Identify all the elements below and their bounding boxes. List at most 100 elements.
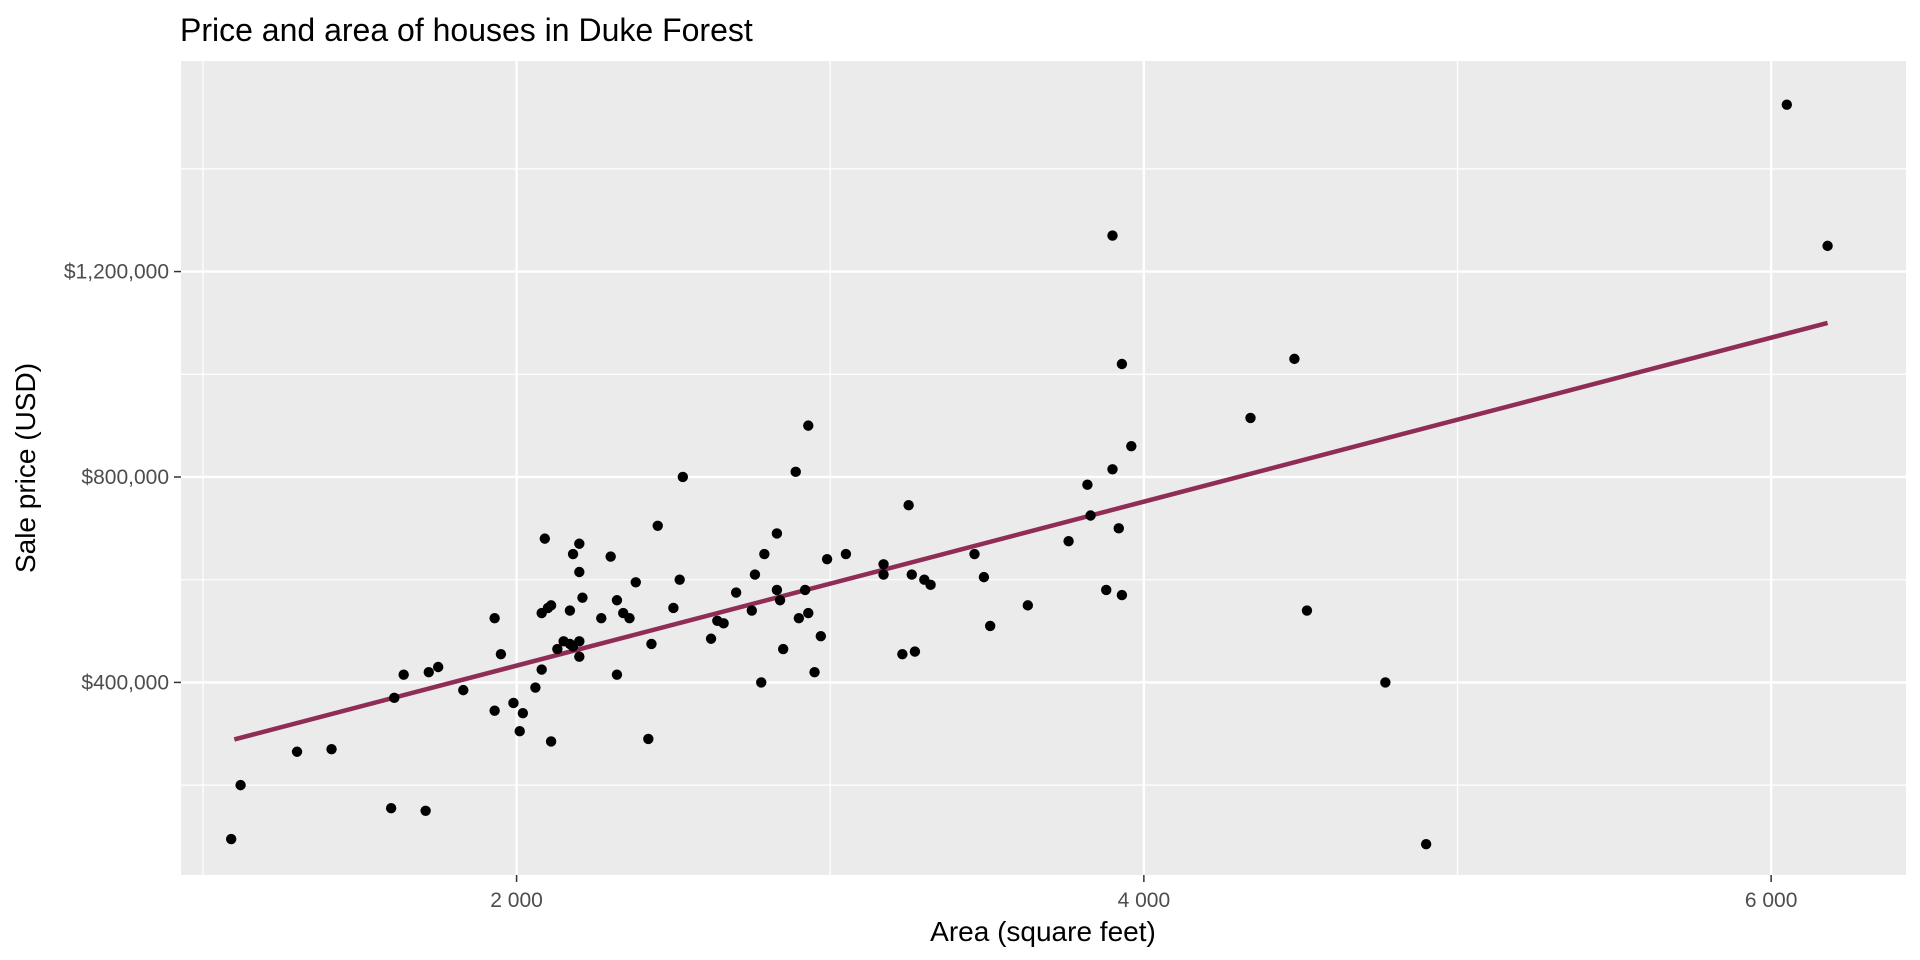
y-axis-title: Sale price (USD) — [10, 363, 41, 573]
data-point — [432, 661, 444, 673]
data-point — [718, 618, 729, 629]
data-point — [925, 579, 936, 591]
data-point — [596, 613, 607, 624]
data-point — [759, 548, 770, 560]
data-point — [385, 803, 397, 814]
data-point — [674, 574, 685, 585]
data-point — [624, 613, 635, 624]
data-point — [530, 682, 541, 693]
data-point — [803, 420, 814, 431]
data-point — [235, 779, 246, 791]
data-point — [489, 613, 500, 624]
data-point — [574, 566, 585, 578]
data-point — [774, 595, 786, 606]
data-point — [1107, 230, 1118, 241]
data-point — [552, 643, 563, 655]
data-point — [1380, 677, 1391, 688]
data-point — [1082, 479, 1093, 490]
data-point — [1822, 240, 1833, 252]
data-point — [909, 646, 921, 657]
data-point — [545, 600, 557, 611]
data-point — [746, 605, 758, 616]
data-point — [815, 630, 827, 642]
data-point — [1116, 589, 1128, 601]
y-tick-label: $400,000 — [81, 671, 169, 694]
data-point — [652, 520, 663, 531]
data-point — [749, 569, 761, 580]
data-point — [514, 726, 525, 737]
data-point — [840, 548, 852, 560]
data-point — [793, 613, 805, 624]
data-point — [1126, 440, 1137, 452]
y-axis: $400,000 $800,000 $1,200,000 — [64, 261, 181, 694]
x-axis-title: Area (square feet) — [930, 916, 1156, 947]
data-point — [677, 471, 689, 483]
data-point — [799, 584, 811, 596]
data-point — [878, 559, 889, 570]
data-point — [978, 571, 990, 583]
data-point — [1420, 838, 1432, 850]
data-point — [1301, 605, 1313, 616]
data-point — [1289, 353, 1300, 365]
data-point — [545, 736, 557, 747]
data-point — [1085, 510, 1096, 521]
data-point — [495, 648, 507, 660]
data-point — [574, 651, 585, 662]
x-tick-label: 4 000 — [1118, 889, 1171, 912]
data-point — [756, 677, 767, 688]
data-point — [326, 743, 337, 755]
data-point — [771, 584, 783, 596]
data-point — [605, 551, 616, 562]
data-point — [897, 648, 908, 660]
data-point — [969, 548, 980, 560]
data-point — [508, 697, 519, 709]
data-point — [705, 633, 717, 644]
chart-title: Price and area of houses in Duke Forest — [180, 12, 753, 48]
data-point — [906, 569, 917, 580]
data-point — [668, 602, 679, 614]
data-point — [458, 684, 469, 696]
data-point — [777, 643, 789, 655]
data-point — [611, 669, 623, 680]
y-tick-label: $800,000 — [81, 466, 169, 489]
data-point — [1781, 99, 1793, 110]
data-point — [1116, 358, 1128, 370]
data-point — [539, 533, 551, 544]
y-tick-label: $1,200,000 — [64, 261, 169, 284]
data-point — [984, 620, 996, 632]
data-point — [1113, 523, 1124, 534]
grid-lines — [181, 61, 1906, 875]
data-point — [771, 528, 783, 539]
data-point — [1101, 584, 1112, 596]
data-point — [291, 746, 303, 757]
data-point — [398, 669, 409, 680]
data-point — [903, 500, 914, 511]
x-tick-label: 6 000 — [1745, 889, 1798, 912]
data-point — [1063, 535, 1074, 547]
data-point — [225, 833, 237, 845]
fit-line-layer — [233, 320, 1829, 742]
data-point — [420, 805, 431, 817]
data-point — [803, 607, 814, 619]
data-point — [878, 569, 889, 580]
data-point — [536, 664, 547, 675]
data-point — [646, 638, 657, 650]
x-tick-label: 2 000 — [490, 889, 543, 912]
data-points — [225, 99, 1833, 850]
data-point — [790, 466, 801, 478]
data-point — [567, 548, 579, 560]
data-point — [809, 666, 820, 678]
data-point — [1022, 600, 1034, 611]
data-point — [574, 636, 585, 647]
data-point — [489, 705, 500, 716]
data-point — [389, 692, 400, 704]
data-point — [423, 666, 434, 678]
data-point — [630, 577, 641, 588]
data-point — [821, 553, 833, 565]
data-point — [574, 538, 585, 549]
data-point — [611, 595, 623, 606]
data-point — [1245, 412, 1256, 424]
data-point — [517, 708, 529, 719]
